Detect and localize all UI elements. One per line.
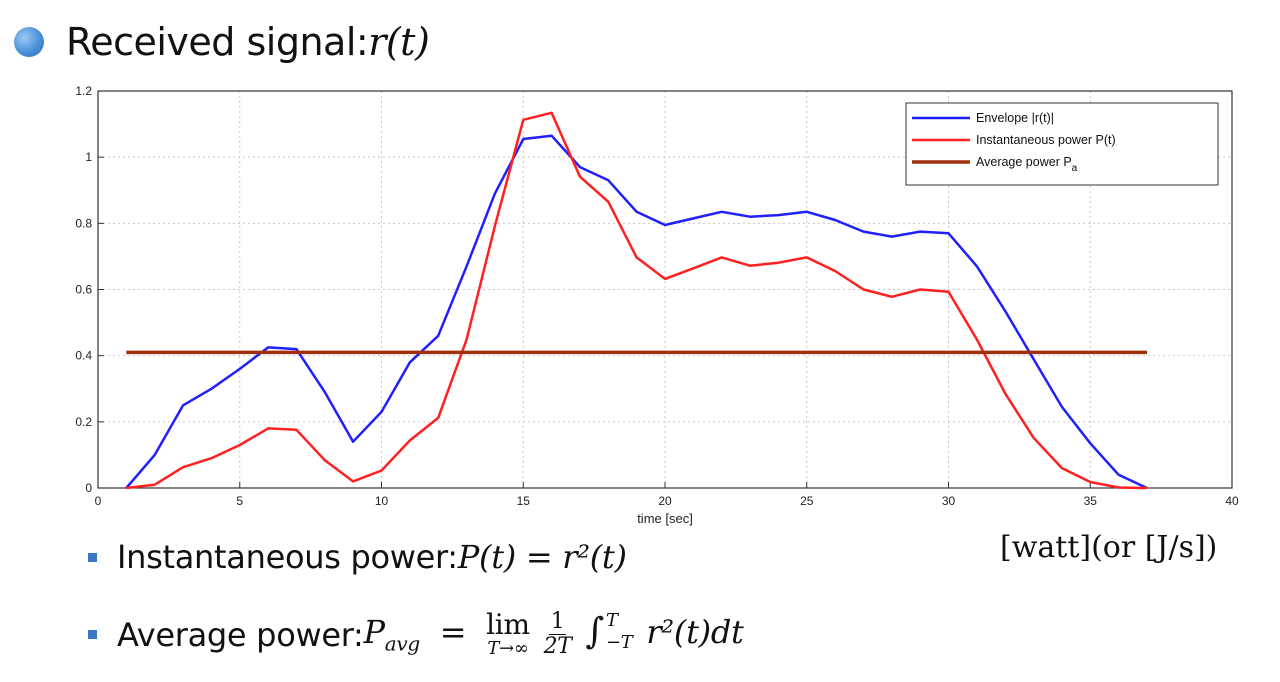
limit: lim T→∞ <box>486 607 530 659</box>
square-bullet-icon <box>88 630 97 640</box>
heading-math: r(t) <box>368 20 430 64</box>
y-tick-label: 0.4 <box>75 349 92 363</box>
x-tick-label: 30 <box>942 494 956 508</box>
int-lower: −T <box>606 631 633 653</box>
y-tick-label: 0 <box>85 481 92 495</box>
square-bullet-icon <box>88 552 97 562</box>
integral: ∫ T −T <box>585 610 633 653</box>
lim-sub: T→∞ <box>487 637 529 659</box>
formula-lhs: P <box>363 613 386 652</box>
x-axis-label: time [sec] <box>637 511 693 526</box>
integrand: r²(t)dt <box>646 613 744 652</box>
bullet-formula: P(t) = r²(t) <box>457 538 627 576</box>
y-tick-label: 1.2 <box>75 84 92 98</box>
legend-box <box>905 102 1219 186</box>
bullet-label: Average power: <box>117 615 364 654</box>
equals-sign: = <box>439 613 467 652</box>
lim-text: lim <box>486 607 530 641</box>
bullet-instantaneous-power: Instantaneous power: P(t) = r²(t) <box>88 538 627 576</box>
fraction: 1 2T <box>543 609 572 660</box>
legend-entry-sub: a <box>1072 163 1078 174</box>
x-tick-label: 10 <box>375 494 389 508</box>
bullet-label: Instantaneous power: <box>117 538 458 576</box>
unit-note: [watt](or [J/s]) <box>1000 530 1218 565</box>
y-tick-label: 0.8 <box>75 216 92 230</box>
x-tick-label: 15 <box>517 494 531 508</box>
circle-bullet-icon <box>14 27 44 57</box>
series-line-1 <box>126 111 1148 490</box>
x-tick-label: 35 <box>1084 494 1098 508</box>
x-tick-label: 25 <box>800 494 814 508</box>
y-tick-label: 0.2 <box>75 415 92 429</box>
frac-den: 2T <box>543 634 572 660</box>
x-tick-label: 0 <box>95 494 102 508</box>
frac-num: 1 <box>548 609 567 636</box>
legend-entry: Envelope |r(t)| <box>976 111 1054 125</box>
series-line-0 <box>125 134 1148 490</box>
x-tick-label: 5 <box>236 494 243 508</box>
slide-heading: Received signal: r(t) <box>14 14 430 70</box>
heading-text: Received signal: <box>66 20 369 64</box>
bullet-average-power: Average power: Pavg = lim T→∞ 1 2T ∫ T −T … <box>88 607 744 660</box>
int-upper: T <box>606 610 618 632</box>
y-tick-label: 1 <box>85 150 92 164</box>
formula-sub: avg <box>384 631 420 656</box>
legend-entry: Instantaneous power P(t) <box>976 133 1116 147</box>
avg-formula: Pavg = lim T→∞ 1 2T ∫ T −T r²(t)dt <box>363 607 744 660</box>
y-tick-label: 0.6 <box>75 283 92 297</box>
x-tick-label: 40 <box>1225 494 1239 508</box>
x-tick-label: 20 <box>658 494 672 508</box>
received-signal-chart: 0 5 10 15 20 25 30 35 40 0 0.2 0.4 0.6 0.8 1 1.2 time [s… <box>75 84 1239 526</box>
